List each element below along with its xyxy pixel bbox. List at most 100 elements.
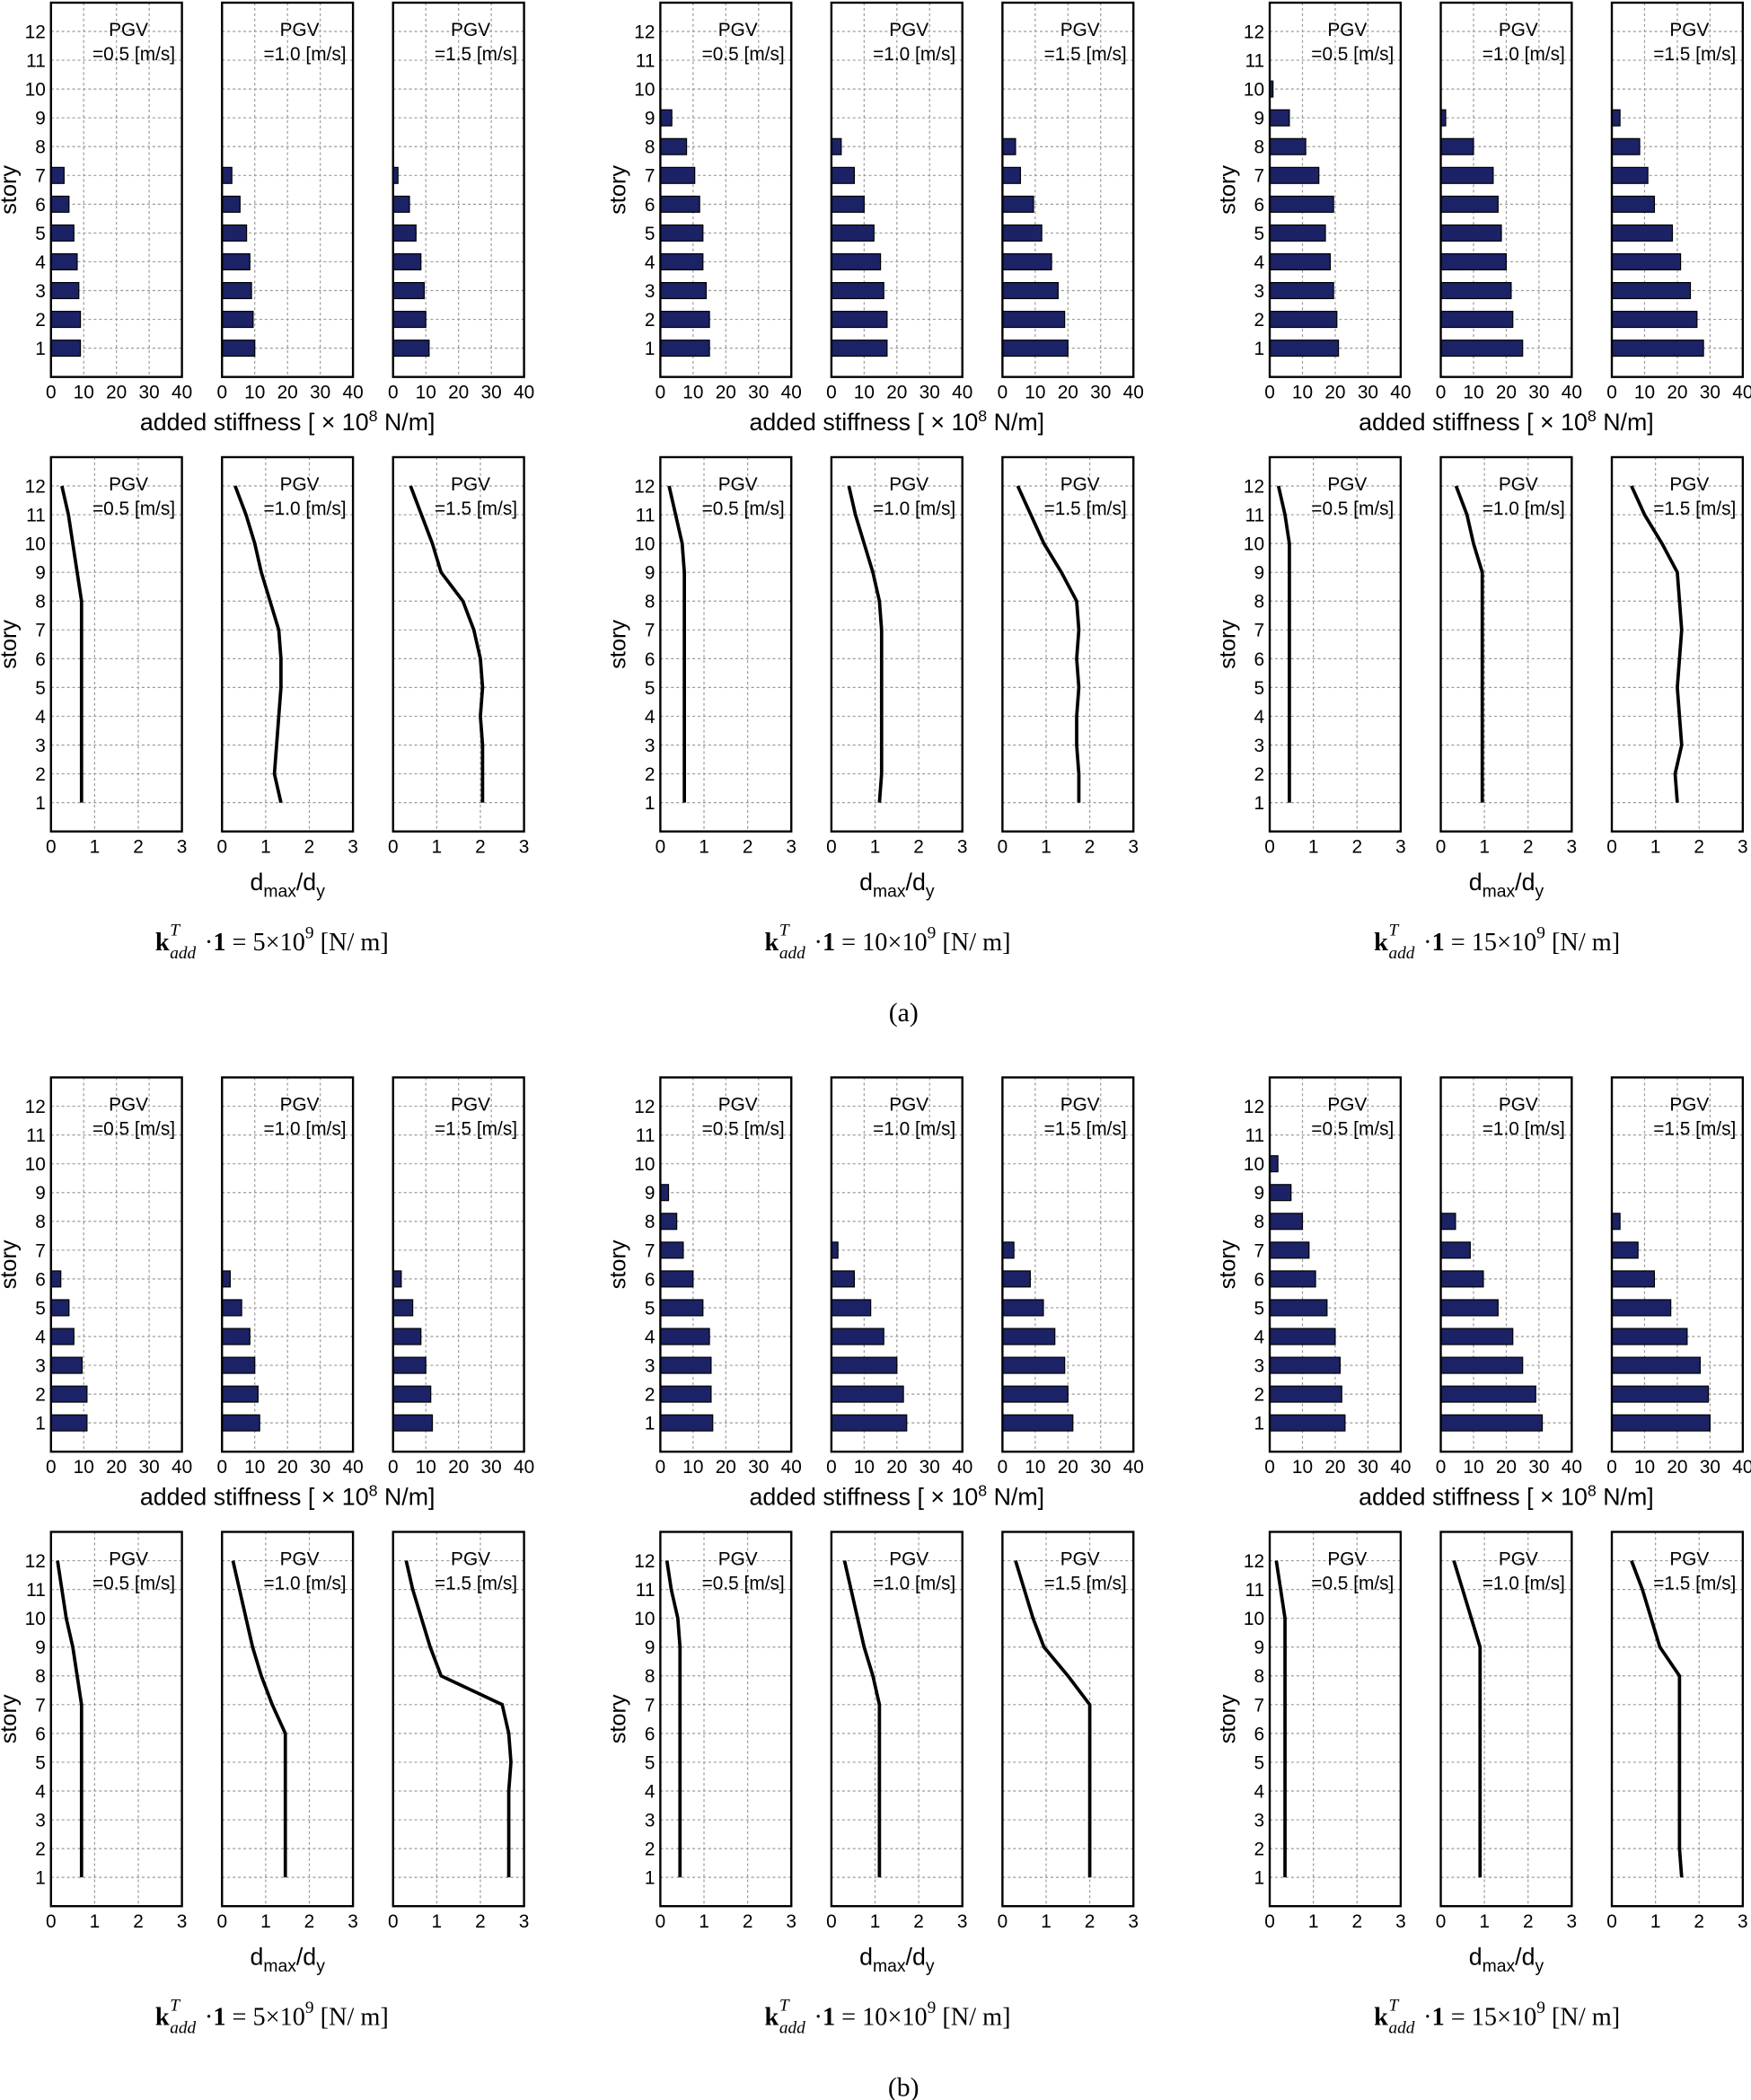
bar <box>659 281 708 300</box>
panel-title: PGV <box>1499 20 1538 40</box>
bar <box>1611 252 1682 270</box>
caption-part: add <box>170 944 196 963</box>
y-tick-label: 8 <box>35 592 46 613</box>
x-tick-label: 10 <box>1463 1457 1483 1478</box>
bar <box>392 1299 414 1317</box>
caption-part: k <box>764 929 779 957</box>
x-tick-label: 1 <box>1650 1911 1661 1932</box>
y-tick-label: 6 <box>645 1269 656 1290</box>
panel-title: =1.0 [m/s] <box>264 1573 347 1593</box>
bar <box>1611 1241 1639 1259</box>
bar <box>1269 311 1338 329</box>
panel-title: PGV <box>718 474 758 495</box>
x-tick-label: 3 <box>1738 1911 1748 1932</box>
x-tick-label: 30 <box>1700 1457 1720 1478</box>
x-tick-label: 3 <box>786 836 796 857</box>
label-part: y <box>316 1956 325 1976</box>
x-tick-label: 20 <box>106 382 127 402</box>
panel-title: PGV <box>718 1095 758 1116</box>
y-tick-label: 10 <box>1244 1609 1264 1629</box>
panel-title: PGV <box>280 1549 320 1570</box>
bar <box>831 281 884 300</box>
x-axis-label: added stiffness [ × 108 N/m] <box>1359 407 1654 436</box>
bar <box>1269 109 1290 127</box>
bar <box>831 137 842 155</box>
bar <box>1439 1414 1544 1432</box>
panel-frame <box>221 1076 355 1453</box>
x-axis-label: dmax/dy <box>250 869 325 901</box>
x-tick-label: 20 <box>1324 382 1345 402</box>
x-tick-label: 40 <box>1732 1457 1751 1478</box>
panel-frame <box>830 1076 963 1453</box>
panel-title: PGV <box>1060 20 1100 40</box>
y-tick-label: 3 <box>1254 281 1264 302</box>
panel-frame <box>1001 455 1135 833</box>
panel-frame <box>659 455 793 833</box>
label-part: d <box>1469 1944 1483 1971</box>
x-tick-label: 30 <box>1700 382 1720 402</box>
bar <box>1611 195 1656 213</box>
y-axis-label: story <box>0 1240 22 1289</box>
bar <box>392 281 425 300</box>
bar <box>221 1328 251 1346</box>
y-tick-label: 10 <box>634 80 655 101</box>
panel-title: PGV <box>1669 20 1709 40</box>
y-tick-label: 9 <box>35 1183 46 1204</box>
x-tick-label: 20 <box>1496 382 1517 402</box>
x-tick-label: 10 <box>244 382 265 402</box>
label-part: added stiffness [ × 10 <box>750 1484 979 1511</box>
y-tick-label: 9 <box>35 1637 46 1658</box>
panel-title: PGV <box>1327 474 1367 495</box>
panel-frame <box>1268 1531 1403 1908</box>
x-tick-label: 10 <box>1634 382 1655 402</box>
label-part: added stiffness [ × 10 <box>750 409 979 436</box>
x-tick-label: 10 <box>682 1457 703 1478</box>
panel-title: PGV <box>109 1549 148 1570</box>
y-tick-label: 8 <box>645 1212 656 1232</box>
caption-part: add <box>779 944 805 963</box>
x-tick-label: 40 <box>172 382 192 402</box>
panel-title: PGV <box>109 20 148 40</box>
x-axis-label: dmax/dy <box>1469 1944 1544 1976</box>
bar <box>1269 1155 1279 1173</box>
y-tick-label: 6 <box>1254 1269 1264 1290</box>
y-tick-label: 12 <box>25 1551 46 1572</box>
y-tick-label: 12 <box>634 1551 655 1572</box>
caption-part: T <box>779 1996 790 2015</box>
bar <box>1439 1385 1536 1403</box>
bar <box>659 1270 694 1288</box>
caption-part: 1 <box>1432 929 1445 957</box>
panel-title: =1.5 [m/s] <box>1044 44 1127 65</box>
y-tick-label: 4 <box>645 252 656 273</box>
x-tick-label: 0 <box>998 836 1008 857</box>
y-tick-label: 10 <box>25 1609 46 1629</box>
y-tick-label: 7 <box>1254 1240 1264 1261</box>
panel-title: =1.5 [m/s] <box>1653 499 1736 519</box>
x-tick-label: 1 <box>432 836 443 857</box>
panel-title: =0.5 [m/s] <box>702 1573 785 1593</box>
label-part: N/m] <box>1597 1484 1654 1511</box>
bar <box>50 311 82 329</box>
label-part: y <box>926 1956 935 1976</box>
x-tick-label: 30 <box>1090 1457 1111 1478</box>
x-tick-label: 1 <box>1308 836 1319 857</box>
bar <box>831 1356 898 1374</box>
x-tick-label: 3 <box>348 1911 358 1932</box>
panel-title: PGV <box>889 1095 928 1116</box>
y-axis-label: story <box>1215 1694 1240 1743</box>
x-tick-label: 20 <box>448 382 469 402</box>
x-tick-label: 2 <box>743 1911 753 1932</box>
panel-frame <box>1001 1 1135 378</box>
bar <box>50 1299 70 1317</box>
y-tick-label: 1 <box>35 339 46 359</box>
x-tick-label: 20 <box>1324 1457 1345 1478</box>
x-tick-label: 30 <box>481 1457 502 1478</box>
caption-part: · <box>1423 2004 1431 2032</box>
x-tick-label: 3 <box>1128 836 1139 857</box>
y-tick-label: 3 <box>35 1355 46 1376</box>
caption-part: [N/ m] <box>314 929 389 957</box>
caption-part: T <box>170 1996 180 2015</box>
x-tick-label: 0 <box>998 382 1008 402</box>
x-tick-label: 3 <box>177 836 188 857</box>
x-tick-label: 2 <box>1694 836 1704 857</box>
